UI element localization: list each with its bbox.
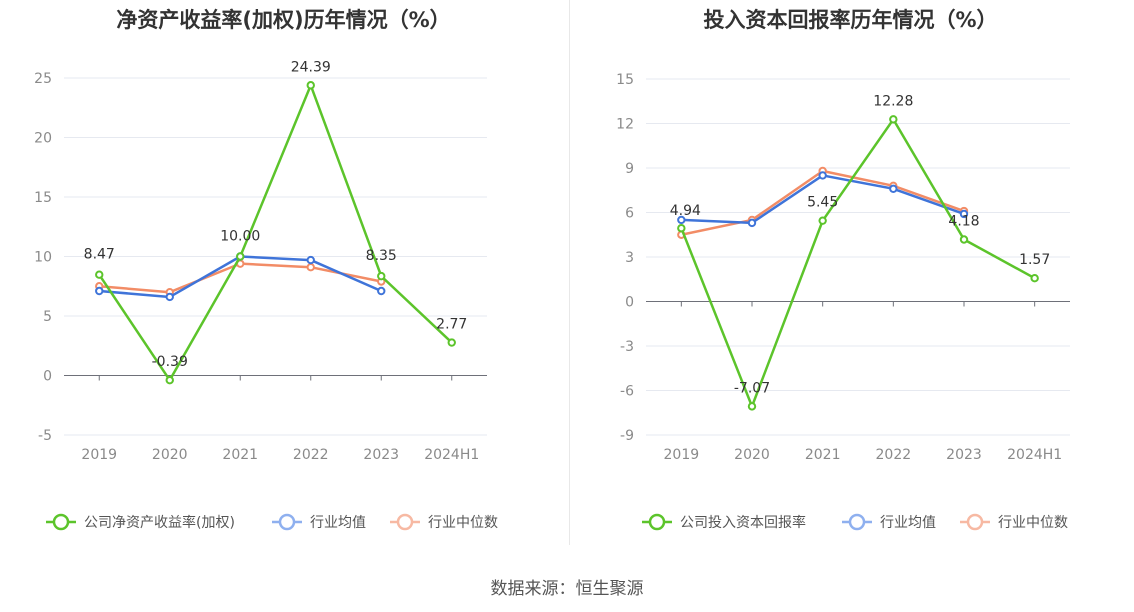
- legend-label: 公司投入资本回报率: [680, 515, 806, 531]
- series-line-0: [98, 84, 453, 382]
- chart-title: 净资产收益率(加权)历年情况（%）: [116, 8, 451, 32]
- data-label: 2.77: [436, 317, 467, 333]
- legend-label: 行业中位数: [998, 515, 1068, 531]
- data-point: [306, 81, 315, 90]
- data-label: -0.39: [152, 354, 188, 370]
- data-label: 10.00: [220, 229, 260, 245]
- data-source: 数据来源：恒生聚源: [490, 579, 644, 599]
- data-point: [818, 171, 827, 180]
- y-tick-label: -3: [620, 339, 634, 355]
- data-label: 12.28: [873, 93, 913, 109]
- legend-item-industry-avg[interactable]: 行业均值: [840, 511, 936, 533]
- roe-chart-panel: 净资产收益率(加权)历年情况（%） -5 0 5 10 15 20 25 2019 2020 20…: [0, 0, 567, 560]
- legend-label: 公司净资产收益率(加权): [84, 515, 235, 531]
- y-tick-label: 25: [34, 71, 52, 87]
- data-point: [889, 184, 898, 193]
- roic-chart-panel: 投入资本回报率历年情况（%） -9 -6 -3 0 3 6 9 12 15 2019 2020 202…: [567, 0, 1134, 560]
- x-tick-label: 2023: [363, 447, 399, 463]
- roe-chart-legend: 公司净资产收益率(加权) 行业均值 行业中位数: [0, 511, 567, 533]
- y-tick-label: 6: [625, 206, 634, 222]
- data-point: [818, 216, 827, 225]
- legend-median-line-icon: [960, 513, 990, 531]
- legend-item-industry-median[interactable]: 行业中位数: [388, 511, 498, 533]
- legend-company-line-icon: [642, 513, 672, 531]
- y-tick-label: -6: [620, 384, 634, 400]
- data-point: [306, 263, 315, 272]
- data-label: -7.07: [734, 380, 770, 396]
- y-tick-label: 5: [43, 309, 52, 325]
- y-tick-label: 0: [43, 369, 52, 385]
- y-tick-label: -5: [38, 428, 52, 444]
- x-tick-label: 2023: [946, 447, 982, 463]
- data-point: [747, 218, 757, 228]
- data-point: [95, 286, 104, 296]
- data-label: 4.94: [670, 203, 701, 219]
- data-point: [447, 338, 456, 347]
- roe-chart-plot: -5 0 5 10 15 20 25 2019 2020 2021 2022 2023 2024H1 8.…: [34, 59, 487, 463]
- data-point: [677, 215, 686, 225]
- legend-avg-line-icon: [272, 513, 302, 531]
- y-tick-label: 15: [616, 72, 634, 88]
- x-tick-label: 2021: [805, 447, 841, 463]
- roic-chart-plot: -9 -6 -3 0 3 6 9 12 15 2019 2020 2021 2022 2023 2024H1…: [616, 72, 1070, 463]
- data-point: [677, 224, 686, 233]
- legend-item-industry-median[interactable]: 行业中位数: [958, 511, 1068, 533]
- data-label: 24.39: [291, 59, 331, 75]
- data-point: [165, 375, 174, 385]
- y-tick-label: 3: [625, 250, 634, 266]
- panel-divider: [569, 0, 570, 545]
- data-point: [236, 252, 245, 261]
- legend-label: 行业均值: [880, 515, 936, 531]
- legend-avg-line-icon: [842, 513, 872, 531]
- x-tick-label: 2021: [222, 447, 258, 463]
- y-tick-label: 0: [625, 295, 634, 311]
- x-tick-label: 2019: [81, 447, 117, 463]
- legend-median-line-icon: [390, 513, 420, 531]
- data-label: 1.57: [1019, 252, 1050, 268]
- data-point: [959, 235, 969, 244]
- data-point: [889, 115, 898, 124]
- data-label: 8.47: [84, 247, 115, 263]
- y-tick-label: 20: [34, 131, 52, 147]
- data-point: [747, 402, 757, 411]
- data-point: [377, 286, 386, 296]
- y-tick-label: 15: [34, 190, 52, 206]
- series-line-2: [99, 262, 382, 294]
- legend-item-industry-avg[interactable]: 行业均值: [270, 511, 366, 533]
- data-point: [95, 270, 104, 279]
- y-tick-label: 12: [616, 117, 634, 133]
- y-tick-label: 9: [625, 161, 634, 177]
- data-point: [165, 292, 174, 302]
- x-tick-label: 2020: [152, 447, 188, 463]
- x-tick-label: 2024H1: [1007, 447, 1062, 463]
- legend-item-company[interactable]: 公司投入资本回报率: [640, 511, 806, 533]
- x-tick-label: 2022: [876, 447, 912, 463]
- data-label: 4.18: [948, 213, 979, 229]
- x-tick-label: 2019: [664, 447, 700, 463]
- data-point: [959, 209, 969, 219]
- legend-company-line-icon: [46, 513, 76, 531]
- x-tick-label: 2024H1: [424, 447, 479, 463]
- data-point: [306, 255, 315, 265]
- legend-label: 行业中位数: [428, 515, 498, 531]
- series-line-0: [680, 118, 1036, 408]
- x-tick-label: 2022: [293, 447, 329, 463]
- data-label: 8.35: [366, 248, 397, 264]
- data-point: [1030, 274, 1039, 283]
- chart-title: 投入资本回报率历年情况（%）: [703, 8, 998, 32]
- y-tick-label: -9: [620, 428, 634, 444]
- y-tick-label: 10: [34, 250, 52, 266]
- data-label: 5.45: [807, 195, 838, 211]
- roic-chart-legend: 公司投入资本回报率 行业均值 行业中位数: [567, 511, 1134, 533]
- x-tick-label: 2020: [734, 447, 770, 463]
- legend-label: 行业均值: [310, 515, 366, 531]
- legend-item-company[interactable]: 公司净资产收益率(加权): [44, 511, 235, 533]
- data-point: [377, 271, 386, 281]
